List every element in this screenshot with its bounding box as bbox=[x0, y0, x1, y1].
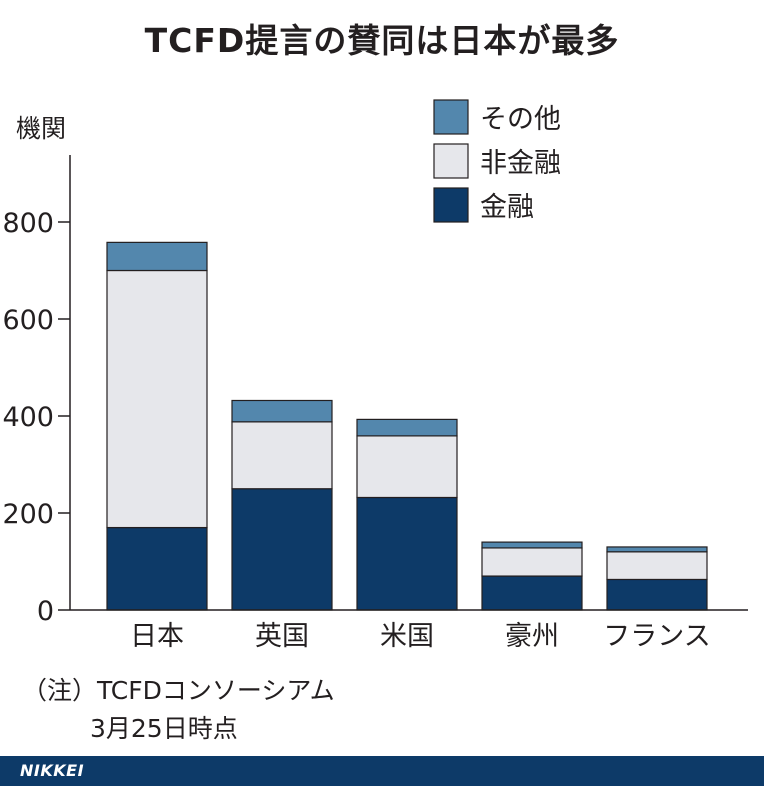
legend-swatch bbox=[433, 99, 469, 135]
bar-segment bbox=[606, 551, 708, 581]
bar-segment bbox=[481, 541, 583, 549]
bar-segment bbox=[356, 435, 458, 499]
bars bbox=[106, 241, 708, 611]
bar-segment bbox=[231, 421, 333, 490]
footnote-line-2: 3月25日時点 bbox=[90, 714, 238, 743]
bar-segment bbox=[356, 496, 458, 611]
y-axis-unit-label: 機関 bbox=[16, 114, 66, 143]
x-tick-label: 豪州 bbox=[505, 621, 559, 652]
bar-segment bbox=[106, 526, 208, 611]
legend-swatch bbox=[433, 143, 469, 179]
bar-segment bbox=[356, 418, 458, 437]
y-tick-label: 400 bbox=[2, 402, 54, 433]
bar-segment bbox=[106, 241, 208, 272]
bar-segment bbox=[231, 399, 333, 423]
legend-label: 非金融 bbox=[480, 148, 561, 179]
legend-label: その他 bbox=[480, 104, 561, 135]
footnote-line-1: （注）TCFDコンソーシアム bbox=[22, 676, 335, 705]
x-tick-label: 英国 bbox=[255, 621, 309, 652]
footer-bar: NIKKEI bbox=[0, 756, 764, 786]
bar-segment bbox=[106, 269, 208, 529]
x-tick-label: 米国 bbox=[380, 621, 434, 652]
x-tick-label: 日本 bbox=[130, 621, 184, 652]
bar-segment bbox=[606, 578, 708, 611]
y-tick-label: 600 bbox=[2, 305, 54, 336]
brand-logo: NIKKEI bbox=[20, 761, 85, 780]
x-tick-label: フランス bbox=[603, 621, 710, 652]
bar-segment bbox=[481, 547, 583, 577]
y-tick-label: 200 bbox=[2, 499, 54, 530]
x-axis: 日本 英国 米国 豪州 フランス bbox=[70, 609, 748, 652]
legend-label: 金融 bbox=[480, 192, 534, 223]
chart-title: TCFD提言の賛同は日本が最多 bbox=[144, 21, 620, 60]
legend-swatch bbox=[433, 187, 469, 223]
bar-segment bbox=[231, 488, 333, 611]
y-axis: 機関 0 200 400 600 800 bbox=[2, 114, 71, 627]
bar-segment bbox=[481, 575, 583, 611]
y-tick-label: 800 bbox=[2, 208, 54, 239]
footnote: （注）TCFDコンソーシアム 3月25日時点 bbox=[22, 672, 335, 748]
y-tick-label: 0 bbox=[37, 596, 54, 627]
bar-segment bbox=[606, 546, 708, 553]
